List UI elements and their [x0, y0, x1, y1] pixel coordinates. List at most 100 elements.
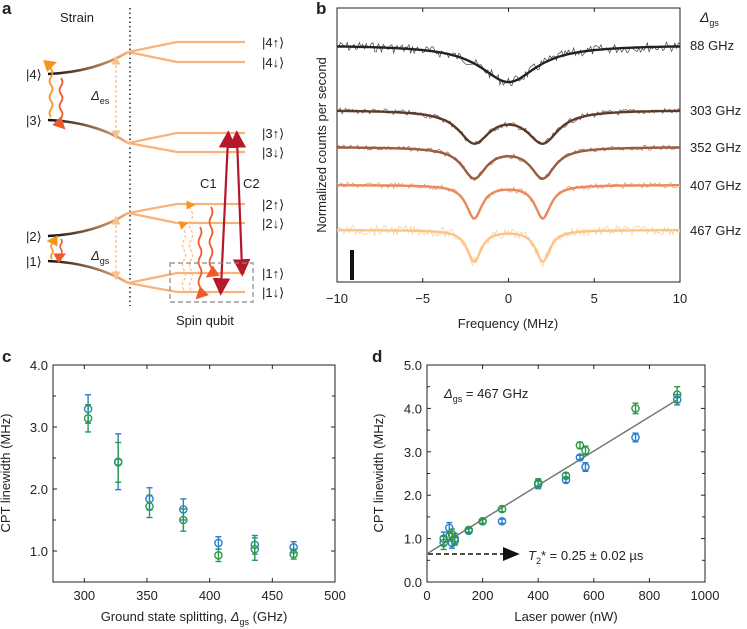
delta-gs-annotation: Δgs = 467 GHz — [443, 386, 528, 404]
x-tick-label-b: 10 — [673, 291, 687, 306]
decay-wavy-arrow-43 — [52, 77, 66, 130]
state-label-2: |2⟩ — [26, 229, 42, 244]
data-point-green — [464, 525, 474, 535]
panel-label-d: d — [372, 347, 382, 366]
x-axis-label-b: Frequency (MHz) — [458, 316, 558, 331]
decay-wavy-arrow-21 — [53, 238, 67, 264]
spectrum-data-88-GHz — [336, 41, 681, 87]
delta-gs-label: Δgs — [90, 248, 110, 266]
legend-label-88-GHz: 88 GHz — [690, 38, 734, 53]
c2-drive-arrow — [228, 130, 251, 277]
level-2-down — [127, 211, 245, 225]
y-tick-label: 1.0 — [30, 544, 48, 559]
state-label-3down: |3↓⟩ — [262, 145, 284, 160]
level-1-up — [127, 271, 245, 285]
panel-label-c: c — [2, 347, 11, 366]
state-label-4: |4⟩ — [26, 67, 42, 82]
state-label-3up: |3↑⟩ — [262, 126, 284, 141]
excitation-wavy-arrow-12 — [46, 235, 58, 260]
y-tick-label: 1.0 — [404, 532, 422, 547]
data-point-green — [113, 458, 123, 467]
phonon-excitation-arrow-a — [178, 221, 189, 291]
spectrum-fit-467-GHz — [337, 229, 680, 264]
data-point-green — [450, 536, 460, 546]
x-axis-label-c: Ground state splitting, Δgs (GHz) — [101, 609, 288, 627]
state-label-2up: |2↑⟩ — [262, 197, 284, 212]
y-tick-label: 3.0 — [404, 445, 422, 460]
strain-label: Strain — [60, 10, 94, 25]
legend-label-467-GHz: 467 GHz — [690, 223, 741, 238]
c2-label: C2 — [243, 176, 260, 191]
data-point-blue — [631, 433, 640, 442]
x-tick-label-b: 5 — [591, 291, 598, 306]
data-point-green — [439, 538, 448, 548]
data-point-green — [631, 404, 640, 413]
x-tick-label: 600 — [583, 588, 605, 603]
t2-annotation: T2* = 0.25 ± 0.02 µs — [528, 548, 644, 566]
x-tick-label: 300 — [73, 588, 95, 603]
y-tick-label: 5.0 — [404, 358, 422, 373]
spectrum-data-352-GHz — [336, 144, 681, 182]
x-tick-label: 200 — [472, 588, 494, 603]
state-label-1: |1⟩ — [26, 254, 42, 269]
legend-label-352-GHz: 352 GHz — [690, 140, 741, 155]
y-tick-label: 0.0 — [404, 575, 422, 590]
data-point-blue — [214, 538, 223, 548]
x-tick-label: 800 — [639, 588, 661, 603]
data-point-green — [214, 551, 223, 560]
data-point-green — [533, 478, 543, 488]
c1-label: C1 — [200, 176, 217, 191]
y-tick-label: 3.0 — [30, 420, 48, 435]
level-1-down — [127, 281, 245, 294]
data-point-blue — [581, 462, 590, 472]
spectrum-fit-352-GHz — [337, 146, 680, 180]
delta-es-label: Δes — [90, 88, 110, 106]
x-tick-label: 1000 — [691, 588, 720, 603]
state-label-1up: |1↑⟩ — [262, 266, 284, 281]
state-label-2down: |2↓⟩ — [262, 216, 284, 231]
y-axis-label-d: CPT linewidth (MHz) — [371, 414, 386, 533]
spectrum-data-407-GHz — [336, 181, 681, 220]
panel-c-linewidth-vs-splitting: c Ground state splitting, Δgs (GHz) CPT … — [0, 347, 346, 627]
y-axis-label-c: CPT linewidth (MHz) — [0, 414, 13, 533]
data-point-green — [478, 516, 487, 526]
data-point-green — [575, 440, 585, 450]
level-2-up — [127, 202, 245, 215]
level-4-curve — [47, 50, 129, 76]
data-point-green — [179, 515, 188, 525]
legend-title-delta-gs: Δgs — [699, 9, 719, 28]
y-tick-label: 2.0 — [404, 488, 422, 503]
panel-a-energy-diagram: a Strain |4⟩ |3⟩ |2⟩ |1⟩ |4↑⟩ |4↓⟩ |3↑⟩ … — [2, 0, 284, 328]
x-tick-label: 0 — [423, 588, 430, 603]
x-tick-label: 400 — [527, 588, 549, 603]
data-point-green — [289, 549, 298, 559]
panel-label-a: a — [2, 0, 12, 18]
x-tick-label-b: −10 — [326, 291, 348, 306]
scale-bar — [350, 250, 354, 280]
x-tick-label-b: −5 — [415, 291, 430, 306]
state-label-4down: |4↓⟩ — [262, 55, 284, 70]
panel-b-cpt-spectra: b Δgs Frequency (MHz) Normalized counts … — [314, 0, 741, 331]
data-point-green — [497, 504, 507, 514]
state-label-4up: |4↑⟩ — [262, 35, 284, 50]
phonon-excitation-arrow-b — [186, 200, 196, 291]
x-tick-label: 400 — [199, 588, 221, 603]
data-point-green — [561, 471, 571, 480]
spectrum-fit-88-GHz — [336, 45, 681, 84]
level-4-down — [127, 50, 245, 64]
c1-drive-arrow — [212, 130, 237, 296]
spin-qubit-label: Spin qubit — [176, 313, 234, 328]
y-axis-label-b: Normalized counts per second — [314, 57, 329, 233]
spectrum-fit-303-GHz — [336, 109, 681, 145]
state-label-3: |3⟩ — [26, 113, 42, 128]
data-point-blue — [575, 453, 585, 462]
legend-label-303-GHz: 303 GHz — [690, 103, 741, 118]
spectrum-data-303-GHz — [336, 107, 681, 146]
state-label-1down: |1↓⟩ — [262, 285, 284, 300]
panel-label-b: b — [316, 0, 326, 18]
data-point-green — [250, 544, 260, 554]
x-tick-label: 500 — [324, 588, 346, 603]
data-point-green — [672, 390, 682, 399]
decay-wavy-arrow-2-1up — [205, 206, 220, 278]
